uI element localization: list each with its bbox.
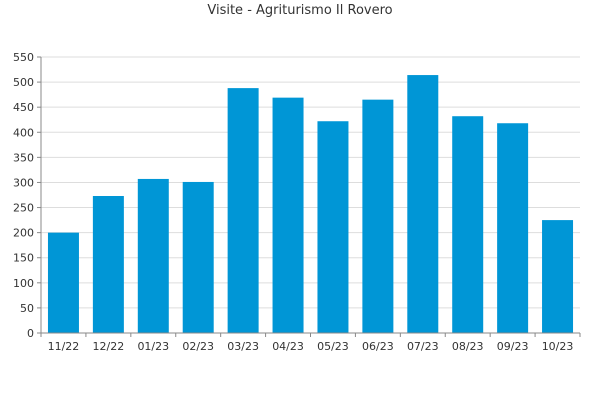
bar [362,99,394,334]
x-tick-label: 11/22 [48,340,80,353]
x-tick-label: 09/23 [497,340,529,353]
y-tick-label: 300 [13,176,34,189]
y-tick-label: 450 [13,101,34,114]
bar [47,232,79,333]
y-tick-label: 400 [13,126,34,139]
x-tick-label: 03/23 [227,340,259,353]
x-tick-label: 10/23 [542,340,574,353]
y-tick-label: 100 [13,277,34,290]
chart-title: Visite - Agriturismo Il Rovero [207,3,393,18]
y-tick-label: 550 [13,51,34,64]
y-tick-label: 0 [27,327,34,340]
bar [542,220,574,333]
x-tick-label: 04/23 [272,340,304,353]
x-tick-label: 12/22 [93,340,125,353]
x-tick-label: 01/23 [137,340,169,353]
x-tick-label: 02/23 [182,340,214,353]
x-tick-label: 08/23 [452,340,484,353]
x-tick-label: 07/23 [407,340,439,353]
bar [92,196,124,333]
x-tick-label: 06/23 [362,340,394,353]
bar [497,123,529,334]
y-tick-label: 50 [20,302,34,315]
bar [272,97,304,333]
bar [182,181,214,333]
x-tick-label: 05/23 [317,340,349,353]
bar [452,116,484,334]
bar [227,88,259,333]
bar [137,178,169,333]
bar [317,121,349,333]
y-tick-label: 250 [13,202,34,215]
y-tick-label: 200 [13,227,34,240]
y-tick-label: 500 [13,76,34,89]
bar [407,75,439,333]
y-tick-label: 350 [13,151,34,164]
y-tick-label: 150 [13,252,34,265]
